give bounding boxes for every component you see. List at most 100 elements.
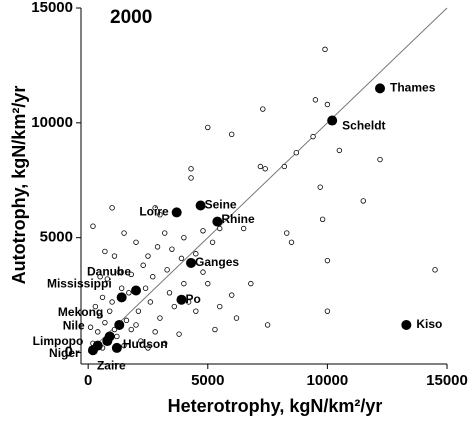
point-label: Zaire [97,358,126,372]
point [154,244,161,250]
point [181,280,187,287]
labeled-point [111,342,122,353]
point [248,280,254,287]
point [111,326,118,333]
point [142,285,149,291]
labeled-point [116,292,127,303]
point [377,156,383,163]
point [87,324,94,330]
point [150,274,156,280]
point [188,166,194,172]
point [360,198,366,204]
point [109,299,115,305]
point [135,308,142,314]
point [166,290,173,296]
point [104,276,111,282]
point [114,333,120,340]
point [212,326,218,333]
point [322,46,328,53]
point [169,246,175,252]
point [217,303,223,310]
point [284,230,290,236]
point [209,239,216,245]
point [200,228,206,234]
point-label: Hudson [123,337,168,351]
y-axis-title: Autotrophy, kgN/km²/yr [9,86,29,285]
point [97,274,103,280]
point [147,299,154,305]
point [264,322,271,328]
point [176,331,182,337]
point-label: Po [185,292,200,306]
point-label: Rhine [221,212,255,226]
point [107,308,113,314]
chart-title: 2000 [110,7,152,28]
labeled-point [114,319,125,330]
point [324,308,331,314]
point [133,239,139,245]
point [324,257,331,264]
point [162,230,168,236]
point [324,101,331,108]
point [116,269,122,275]
point [229,292,235,298]
point [205,124,211,131]
point-label: Mississippi [47,277,112,291]
point [188,175,194,181]
labeled-point [327,115,338,126]
point [185,299,192,305]
point-label: Seine [205,198,237,212]
point [90,223,96,229]
point [200,269,206,275]
y-tick-label: 5000 [40,229,73,246]
point [95,329,101,335]
point [92,303,99,310]
point [102,319,108,326]
point [128,326,134,333]
labeled-point [186,257,197,268]
point [121,342,127,349]
point [288,239,295,245]
point [128,271,134,278]
x-tick-label: 5000 [191,372,224,389]
labeled-point [87,345,98,356]
point-label: Kiso [416,317,442,331]
point [432,267,438,273]
x-tick-label: 10000 [307,372,349,389]
point [205,280,211,287]
point [229,131,235,138]
point [240,225,247,232]
point [293,149,299,156]
point [97,313,103,319]
point [257,163,264,170]
labeled-point [171,207,182,218]
point [99,294,106,301]
labeled-point [401,319,412,330]
point [133,322,139,328]
point [262,166,268,172]
x-tick-label: 0 [84,372,92,389]
point [138,338,144,344]
point [336,147,343,154]
point-label: Scheldt [342,119,385,133]
point [109,205,115,211]
labeled-point [131,285,142,296]
point [145,253,151,259]
point [152,205,158,211]
point [217,225,223,232]
point-label: Danube [87,265,131,279]
point-label: Mekong [58,305,103,319]
point [193,251,199,257]
point [157,212,163,218]
labeled-point [176,294,187,305]
point [319,216,326,223]
point-label: Limpopo [33,334,84,348]
point [111,253,118,259]
labeled-point [212,216,223,227]
point [164,267,170,273]
labeled-point [102,336,113,347]
labeled-point [375,83,386,94]
point [193,308,199,314]
labeled-point [195,200,206,211]
point [312,97,319,103]
